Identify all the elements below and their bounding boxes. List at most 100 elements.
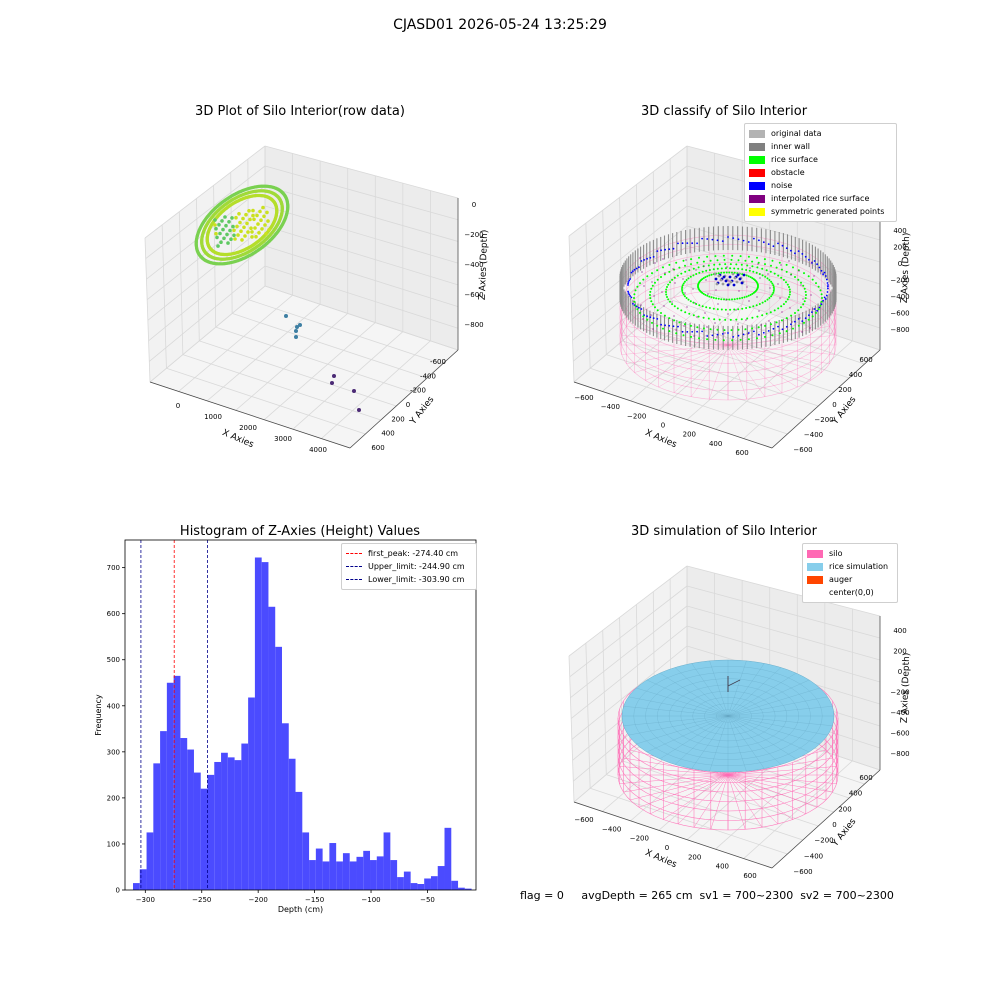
interpolated-point xyxy=(725,299,727,301)
rice-surface-point xyxy=(654,306,656,309)
point-outlier xyxy=(357,408,361,412)
grid-line xyxy=(686,565,881,617)
figure-title: CJASD01 2026-05-24 13:25:29 xyxy=(393,17,607,33)
rice-mesh-spoke xyxy=(623,706,729,717)
histogram-bar xyxy=(437,866,445,890)
point-rice-interior xyxy=(221,227,225,232)
grid-line xyxy=(149,265,266,362)
rice-surface-point xyxy=(668,330,671,333)
rice-surface-point xyxy=(633,293,636,296)
axis-pane xyxy=(569,146,687,382)
rice-surface-point xyxy=(803,287,806,290)
grid-line xyxy=(571,645,688,740)
rice-surface-point xyxy=(751,316,754,319)
rice-surface-point xyxy=(745,307,748,309)
rice-surface-point xyxy=(780,268,783,271)
noise-point xyxy=(701,330,703,333)
histogram-bar xyxy=(187,749,194,890)
noise-point xyxy=(629,295,632,297)
rice-surface-point xyxy=(803,272,805,275)
rice-surface-point xyxy=(712,307,715,310)
y-tick-label: 400 xyxy=(381,430,394,438)
interpolated-point xyxy=(812,308,814,310)
rice-surface-point xyxy=(797,324,800,327)
interpolated-point xyxy=(724,332,726,334)
noise-point xyxy=(630,296,633,299)
rice-surface-point xyxy=(790,314,793,317)
rice-surface-point xyxy=(673,319,676,322)
rice-surface-point xyxy=(737,328,740,331)
z-tick-label: −200 xyxy=(890,689,909,697)
y-tick-label: 0 xyxy=(116,887,120,895)
interpolated-point xyxy=(781,311,783,313)
rice-surface-point xyxy=(748,306,751,309)
grid-line xyxy=(178,211,184,355)
rice-surface-point xyxy=(758,273,761,275)
rice-surface-point xyxy=(770,280,773,283)
rice-surface-point xyxy=(768,297,771,299)
interpolated-point xyxy=(675,329,677,331)
interpolated-point xyxy=(799,317,801,319)
histogram-bar xyxy=(417,884,425,890)
rice-surface-point xyxy=(729,263,732,266)
rice-surface-point xyxy=(756,283,759,286)
y-axis-label: Frequency xyxy=(94,694,103,736)
rice-surface-point xyxy=(785,300,787,303)
silo-floor-spoke xyxy=(619,774,729,784)
rice-mesh-spoke xyxy=(727,663,765,717)
z-tick-label: 0 xyxy=(898,668,902,676)
noise-point xyxy=(737,238,740,241)
y-tick-label: −200 xyxy=(814,416,833,424)
rice-surface-point xyxy=(811,315,814,318)
noise-point xyxy=(813,308,816,310)
legend-swatch xyxy=(807,588,823,597)
noise-point xyxy=(824,275,827,277)
histogram-bar xyxy=(248,697,255,890)
noise-point xyxy=(813,260,816,262)
legend-swatch xyxy=(749,142,765,151)
rice-surface-point xyxy=(660,312,662,314)
noise-point xyxy=(681,330,684,333)
noise-point xyxy=(808,258,810,261)
interpolated-point xyxy=(770,334,772,336)
silo-floor-spoke xyxy=(727,309,811,346)
rice-surface-point xyxy=(729,267,732,270)
legend-swatch xyxy=(807,549,823,558)
rice-surface-point xyxy=(718,318,721,321)
rice-surface-point xyxy=(709,328,712,331)
silo-floor-spoke xyxy=(693,774,729,828)
histogram-bar xyxy=(370,860,377,890)
silo-floor-spoke xyxy=(623,774,729,793)
grid-line xyxy=(570,605,688,699)
y-tick-label: 200 xyxy=(838,805,851,813)
rice-surface-point xyxy=(730,329,733,332)
grid-line xyxy=(743,760,853,859)
rice-surface-point xyxy=(785,330,788,333)
interpolated-point xyxy=(672,268,674,270)
histogram-bar xyxy=(214,761,222,890)
legend-swatch xyxy=(807,562,823,571)
point-rice-interior xyxy=(251,208,255,213)
y-tick-label: 0 xyxy=(832,401,836,409)
rice-surface-point xyxy=(725,271,728,274)
legend-swatch xyxy=(749,207,765,216)
interpolated-point xyxy=(745,319,747,321)
grid-line xyxy=(568,565,688,657)
noise-point xyxy=(781,244,784,247)
rice-surface-point xyxy=(757,261,760,264)
grid-line xyxy=(686,585,881,639)
interpolated-point xyxy=(683,325,685,327)
point-rice-interior xyxy=(252,217,256,222)
z-axis-label: Z Axies (Depth) xyxy=(900,233,912,304)
grid-line xyxy=(670,299,865,365)
rice-surface-point xyxy=(800,306,802,309)
x-tick-label: 600 xyxy=(743,872,756,880)
legend-swatch xyxy=(749,129,765,138)
noise-point xyxy=(640,260,643,262)
rice-surface-point xyxy=(681,284,684,287)
noise-point xyxy=(721,333,724,335)
y-axis-label: Y Axies xyxy=(830,395,859,428)
rice-surface-point xyxy=(701,305,704,308)
z-tick-label: 400 xyxy=(893,227,906,235)
rice-surface-point xyxy=(707,317,710,320)
